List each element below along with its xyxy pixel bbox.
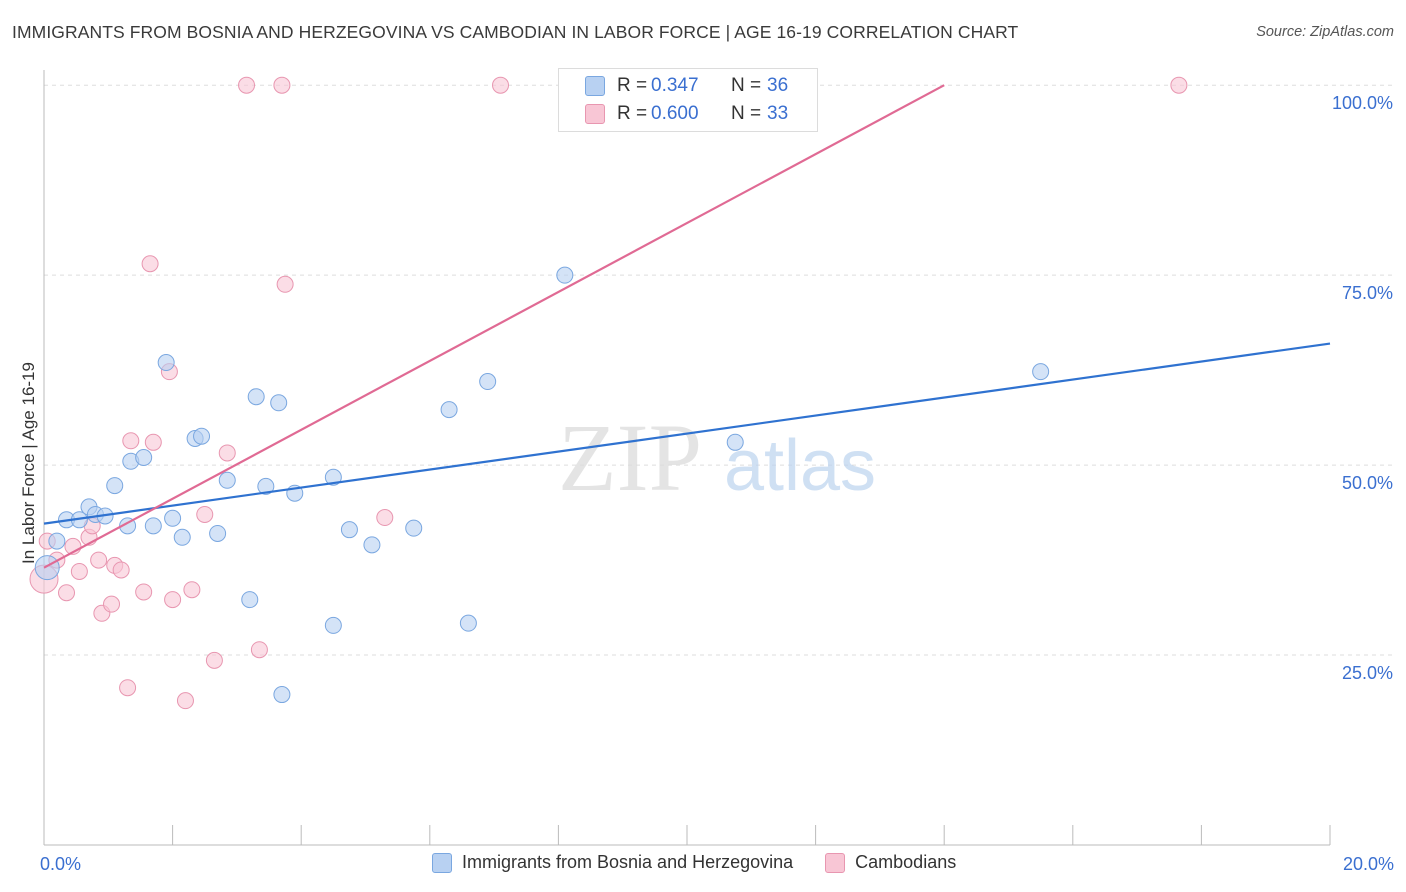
data-point-bosnia [440,401,458,419]
legend-swatch-bosnia [432,852,452,873]
data-point-cambodians [218,444,236,462]
watermark-atlas: atlas [724,426,876,506]
data-point-cambodians [122,432,140,450]
y-tick-label: 75.0% [1342,283,1393,303]
data-point-bosnia [209,524,227,542]
series-bosnia [34,266,1050,704]
legend-row-cambodians: R = 0.600 N = 33 [585,101,788,127]
data-point-cambodians [183,581,201,599]
data-point-bosnia [270,394,288,412]
data-point-bosnia [34,555,60,581]
data-point-bosnia [106,477,124,495]
correlation-legend: R = 0.347 N = 36 R = 0.600 N = 33 [558,68,818,132]
data-point-cambodians [141,255,159,273]
data-point-bosnia [157,354,175,372]
legend-swatch-cambodians [585,104,605,124]
data-point-cambodians [135,583,153,601]
legend-label-cambodians: Cambodians [855,852,957,872]
data-point-cambodians [164,591,182,609]
legend-r-label: R = [617,75,648,96]
data-point-bosnia [324,616,342,634]
data-point-cambodians [70,562,88,580]
data-point-bosnia [405,519,423,537]
data-point-cambodians [276,275,294,293]
data-point-bosnia [164,509,182,527]
data-point-cambodians [492,76,510,94]
legend-r-value: 0.347 [651,75,699,96]
chart-title: IMMIGRANTS FROM BOSNIA AND HERZEGOVINA V… [12,22,1019,42]
legend-n-value: 33 [767,103,789,124]
y-tick-label: 100.0% [1332,93,1393,113]
data-point-bosnia [324,468,342,486]
data-point-cambodians [273,76,291,94]
y-tick-label: 25.0% [1342,663,1393,683]
data-point-bosnia [135,449,153,466]
data-point-bosnia [340,521,358,539]
legend-n-label: N = [731,103,762,124]
y-tick-label: 50.0% [1342,473,1393,493]
axis-layer [43,70,1331,846]
data-point-cambodians [144,433,162,451]
tick-labels: 25.0% 50.0% 75.0% 100.0% 0.0% 20.0% [40,93,1394,874]
data-point-bosnia [556,266,574,284]
data-point-bosnia [273,686,291,704]
trend-line-bosnia [43,342,1331,525]
data-point-bosnia [726,433,744,451]
trend-line-cambodians [43,84,945,569]
grid-layer [44,84,1392,656]
legend-label-bosnia: Immigrants from Bosnia and Herzegovina [462,852,794,872]
source-label: Source: ZipAtlas.com [1256,24,1394,40]
data-point-cambodians [58,584,76,602]
series-legend: Immigrants from Bosnia and Herzegovina C… [432,852,988,873]
data-point-cambodians [205,651,223,669]
data-point-cambodians [90,551,108,569]
data-point-cambodians [1170,76,1188,94]
legend-swatch-bosnia [585,76,605,96]
data-point-bosnia [247,388,265,406]
legend-n-label: N = [731,75,762,96]
legend-n-value: 36 [767,75,789,96]
trend-lines [43,84,1331,569]
data-point-bosnia [48,532,66,550]
data-point-bosnia [479,373,497,391]
legend-item-cambodians: Cambodians [825,852,956,873]
data-point-cambodians [112,561,130,579]
data-point-cambodians [103,595,121,613]
x-tick-label: 20.0% [1343,854,1394,874]
series-cambodians [29,76,1188,710]
data-point-cambodians [376,509,394,527]
data-point-cambodians [238,76,256,94]
data-point-bosnia [241,591,259,609]
data-point-bosnia [459,614,477,632]
data-point-cambodians [119,679,137,697]
legend-row-bosnia: R = 0.347 N = 36 [585,73,788,99]
legend-r-label: R = [617,103,648,124]
legend-swatch-cambodians [825,852,846,873]
data-point-cambodians [196,505,214,523]
data-point-cambodians [250,641,268,659]
legend-item-bosnia: Immigrants from Bosnia and Herzegovina [432,852,793,873]
y-axis-label: In Labor Force | Age 16-19 [19,362,38,564]
data-point-bosnia [193,427,211,445]
watermark-zip: ZIP [558,404,702,511]
legend-r-value: 0.600 [651,103,699,124]
data-point-bosnia [363,536,381,554]
data-point-bosnia [173,528,191,546]
data-point-bosnia [218,471,236,489]
data-point-bosnia [144,517,162,535]
data-point-cambodians [176,692,194,710]
x-tick-label: 0.0% [40,854,81,874]
data-point-bosnia [1032,363,1050,381]
data-point-bosnia [257,477,275,495]
